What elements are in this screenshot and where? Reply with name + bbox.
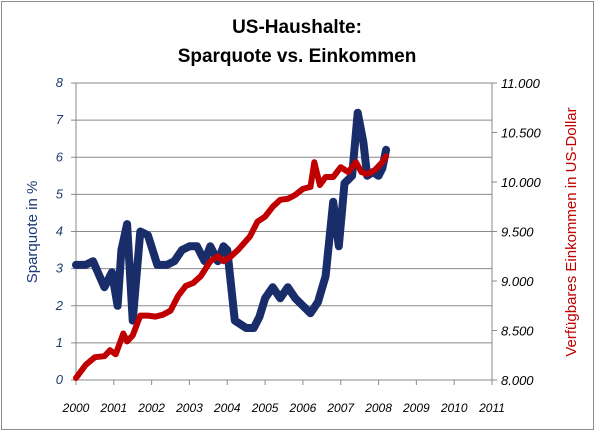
y-right-tick-label: 9.500 — [501, 225, 534, 240]
x-tick-label: 2000 — [62, 401, 90, 415]
y-left-tick-label: 7 — [56, 112, 64, 127]
x-tick-label: 2004 — [213, 401, 241, 415]
series-line-einkommen — [73, 153, 390, 381]
x-tick-label: 2002 — [137, 401, 165, 415]
x-tick-label: 2011 — [478, 401, 505, 415]
y-right-tick-label: 11.000 — [501, 76, 541, 91]
y-left-tick-label: 1 — [56, 335, 63, 350]
y-right-tick-label: 10.000 — [501, 175, 542, 190]
x-tick-label: 2009 — [402, 401, 430, 415]
chart-title-line-2: Sparquote vs. Einkommen — [178, 46, 417, 67]
y-right-tick-label: 9.000 — [501, 274, 534, 289]
x-tick-label: 2003 — [175, 401, 203, 415]
x-tick-label: 2006 — [289, 401, 317, 415]
y-left-tick-label: 8 — [56, 75, 64, 90]
x-tick-label: 2010 — [440, 401, 468, 415]
x-tick-label: 2007 — [326, 401, 355, 415]
y-left-tick-label: 0 — [56, 372, 64, 387]
x-tick-label: 2001 — [99, 401, 127, 415]
series-lines — [72, 108, 391, 381]
y-left-tick-label: 6 — [56, 149, 64, 164]
axes — [71, 82, 497, 385]
y-left-tick-label: 3 — [56, 261, 64, 276]
y-right-tick-label: 8.500 — [501, 324, 534, 339]
y-right-tick-label: 10.500 — [501, 126, 542, 141]
gridlines — [76, 82, 492, 344]
x-tick-label: 2008 — [364, 401, 392, 415]
chart-title-line-1: US-Haushalte: — [232, 17, 362, 38]
tick-labels: 0 1 2 3 4 5 6 7 8 8.000 8.500 9.000 9.500 10.000 10.50… — [55, 75, 542, 415]
y-left-tick-label: 4 — [56, 224, 63, 239]
y-right-tick-label: 8.000 — [501, 373, 534, 388]
y-axis-left-label: Sparquote in % — [24, 181, 41, 284]
y-left-tick-label: 2 — [55, 298, 64, 313]
y-axis-right-label: Verfügbares Einkommen in US-Dollar — [563, 107, 580, 356]
series-line-sparquote — [72, 108, 391, 332]
y-left-tick-label: 5 — [56, 186, 64, 201]
x-tick-label: 2005 — [251, 401, 279, 415]
